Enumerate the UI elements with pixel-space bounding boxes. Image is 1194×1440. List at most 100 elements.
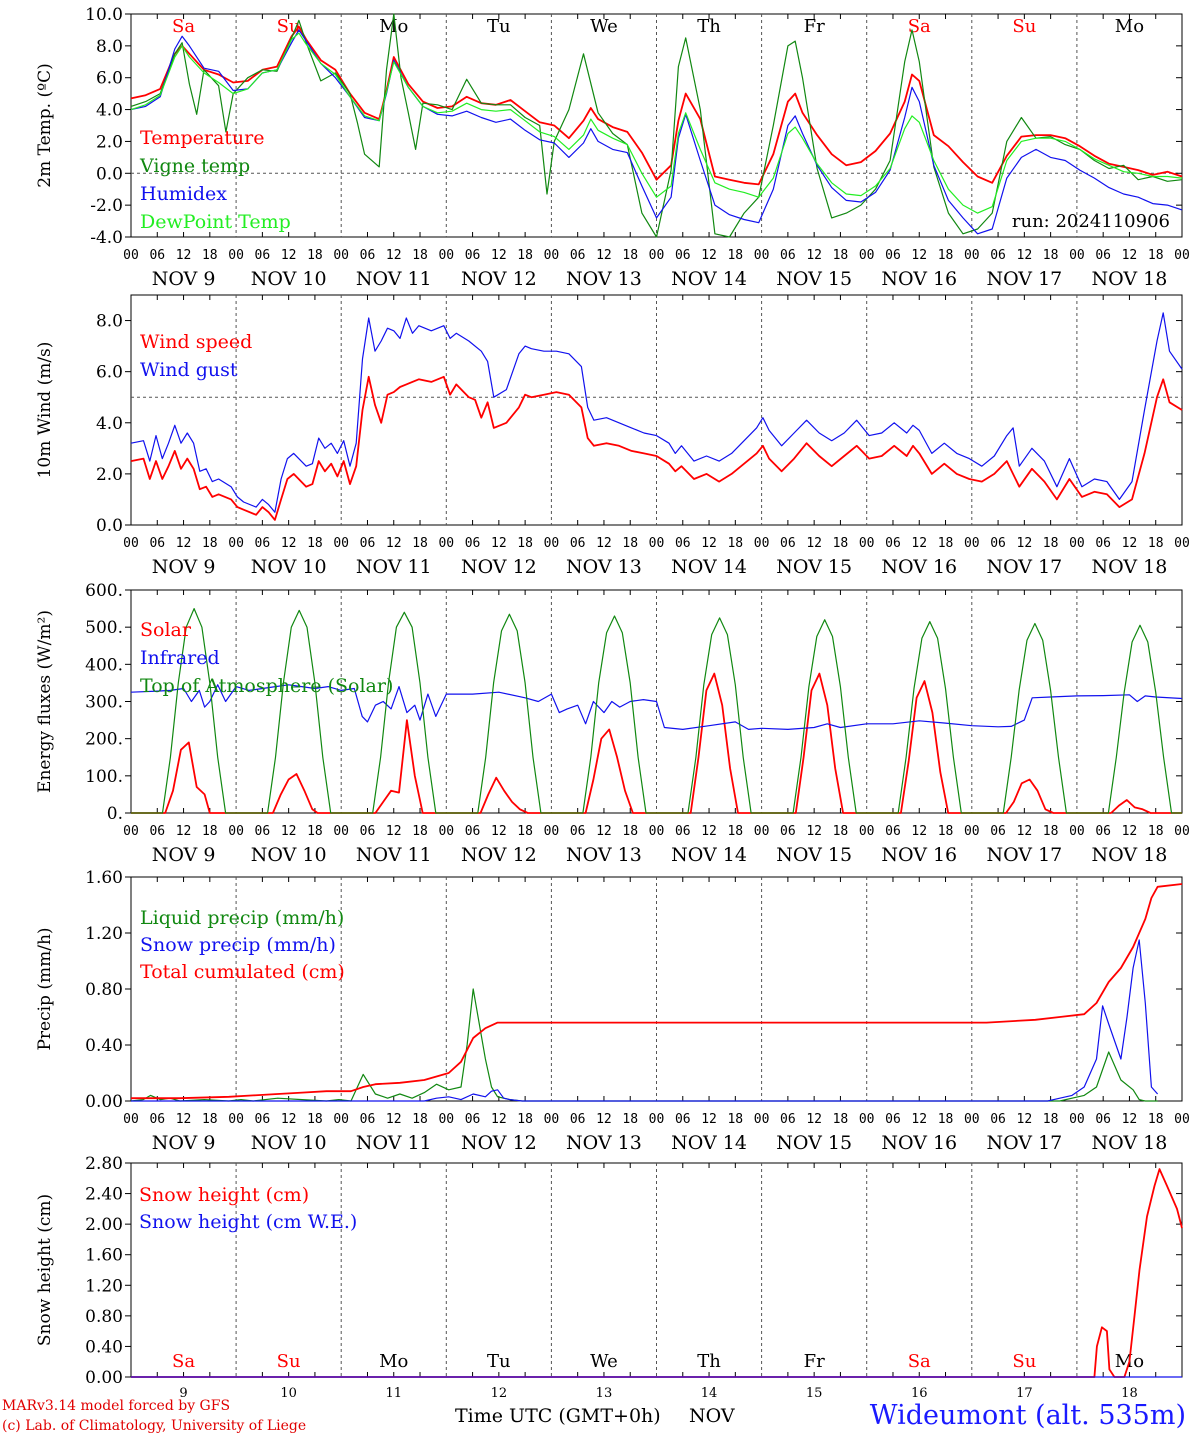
hour-tick-label: 06 xyxy=(255,824,271,839)
hour-tick-label: 00 xyxy=(859,824,875,839)
series-line-energy-2 xyxy=(131,608,1182,814)
hour-tick-label: 00 xyxy=(438,1112,454,1127)
hour-tick-label: 12 xyxy=(491,824,507,839)
hour-tick-label: 00 xyxy=(754,824,770,839)
date-label: NOV 15 xyxy=(776,844,852,866)
day-number: 18 xyxy=(1121,1386,1138,1401)
hour-tick-label: 00 xyxy=(754,536,770,551)
hour-tick-label: 06 xyxy=(780,536,796,551)
hour-tick-label: 12 xyxy=(1122,824,1138,839)
day-name: Su xyxy=(277,1351,301,1372)
hour-tick-label: 00 xyxy=(228,1112,244,1127)
hour-tick-label: 12 xyxy=(491,1112,507,1127)
series-line-temperature-3 xyxy=(130,32,1183,214)
y-tick-label: 100. xyxy=(85,767,123,787)
hour-tick-label: 12 xyxy=(281,1112,297,1127)
hour-tick-label: 06 xyxy=(675,824,691,839)
y-tick-label: 2.0 xyxy=(96,132,123,152)
legend-entry: Humidex xyxy=(140,183,227,205)
hour-tick-label: 12 xyxy=(176,536,192,551)
hour-tick-label: 06 xyxy=(990,824,1006,839)
hour-tick-label: 18 xyxy=(517,248,533,263)
hour-tick-label: 12 xyxy=(596,248,612,263)
hour-tick-label: 12 xyxy=(1017,824,1033,839)
run-annotation: run: 2024110906 xyxy=(1012,211,1170,232)
date-label: NOV 9 xyxy=(152,268,216,290)
hour-tick-label: 06 xyxy=(1095,1112,1111,1127)
hour-tick-label: 12 xyxy=(281,824,297,839)
day-name: Tu xyxy=(487,16,511,37)
hour-tick-label: 00 xyxy=(333,248,349,263)
hour-tick-label: 06 xyxy=(465,824,481,839)
hour-tick-label: 00 xyxy=(859,536,875,551)
hour-tick-label: 06 xyxy=(675,1112,691,1127)
date-label: NOV 18 xyxy=(1092,844,1168,866)
day-name: Fr xyxy=(804,1351,825,1372)
hour-tick-label: 18 xyxy=(938,824,954,839)
hour-tick-label: 12 xyxy=(491,248,507,263)
hour-tick-label: 06 xyxy=(1095,824,1111,839)
day-number: 11 xyxy=(385,1386,402,1401)
y-axis-label-wind: 10m Wind (m/s) xyxy=(35,342,55,479)
hour-tick-label: 12 xyxy=(806,536,822,551)
date-label: NOV 17 xyxy=(986,1132,1062,1154)
hour-tick-label: 18 xyxy=(727,1112,743,1127)
date-label: NOV 10 xyxy=(251,556,327,578)
hour-tick-label: 06 xyxy=(780,824,796,839)
hour-tick-label: 18 xyxy=(1148,536,1164,551)
hour-tick-label: 06 xyxy=(465,1112,481,1127)
hour-tick-label: 06 xyxy=(149,248,165,263)
hour-tick-label: 06 xyxy=(990,248,1006,263)
credit-line-1: MARv3.14 model forced by GFS xyxy=(2,1398,231,1414)
hour-tick-label: 00 xyxy=(649,248,665,263)
hour-tick-label: 12 xyxy=(386,824,402,839)
day-number: 13 xyxy=(596,1386,613,1401)
hour-tick-label: 06 xyxy=(780,248,796,263)
date-label: NOV 15 xyxy=(776,556,852,578)
hour-tick-label: 00 xyxy=(859,1112,875,1127)
y-tick-label: 400. xyxy=(85,655,123,675)
hour-tick-label: 00 xyxy=(649,824,665,839)
hour-tick-label: 12 xyxy=(701,1112,717,1127)
hour-tick-label: 06 xyxy=(255,536,271,551)
day-name: We xyxy=(590,16,618,37)
hour-tick-label: 18 xyxy=(833,824,849,839)
x-axis-title: Time UTC (GMT+0h) xyxy=(455,1405,661,1427)
hour-tick-label: 18 xyxy=(727,536,743,551)
y-tick-label: 600. xyxy=(85,581,123,601)
legend-entry: Solar xyxy=(140,619,192,641)
hour-tick-label: 12 xyxy=(911,248,927,263)
date-label: NOV 9 xyxy=(152,556,216,578)
day-number: 10 xyxy=(280,1386,297,1401)
hour-tick-label: 00 xyxy=(1069,1112,1085,1127)
y-tick-label: 6.0 xyxy=(96,69,123,89)
hour-tick-label: 00 xyxy=(333,536,349,551)
hour-tick-label: 12 xyxy=(701,824,717,839)
hour-tick-label: 06 xyxy=(149,1112,165,1127)
y-tick-label: 0.40 xyxy=(85,1337,123,1357)
hour-tick-label: 18 xyxy=(202,824,218,839)
y-tick-label: 2.00 xyxy=(85,1215,123,1235)
date-label: NOV 10 xyxy=(251,844,327,866)
hour-tick-label: 00 xyxy=(1069,536,1085,551)
hour-tick-label: 18 xyxy=(833,1112,849,1127)
y-tick-label: 0.0 xyxy=(96,516,123,536)
date-label: NOV 13 xyxy=(566,1132,642,1154)
date-label: NOV 18 xyxy=(1092,1132,1168,1154)
hour-tick-label: 06 xyxy=(570,536,586,551)
legend-entry: Snow height (cm) xyxy=(139,1184,309,1206)
hour-tick-label: 12 xyxy=(1122,1112,1138,1127)
hour-tick-label: 12 xyxy=(806,1112,822,1127)
hour-tick-label: 12 xyxy=(281,248,297,263)
hour-tick-label: 00 xyxy=(544,824,560,839)
date-label: NOV 12 xyxy=(461,1132,537,1154)
hour-tick-label: 06 xyxy=(465,536,481,551)
hour-tick-label: 00 xyxy=(1174,248,1190,263)
series-line-snow-0 xyxy=(131,1168,1183,1378)
day-name: Mo xyxy=(379,1351,408,1372)
hour-tick-label: 12 xyxy=(491,536,507,551)
hour-tick-label: 06 xyxy=(990,536,1006,551)
y-tick-label: 4.0 xyxy=(96,414,123,434)
y-tick-label: 1.60 xyxy=(85,868,123,888)
